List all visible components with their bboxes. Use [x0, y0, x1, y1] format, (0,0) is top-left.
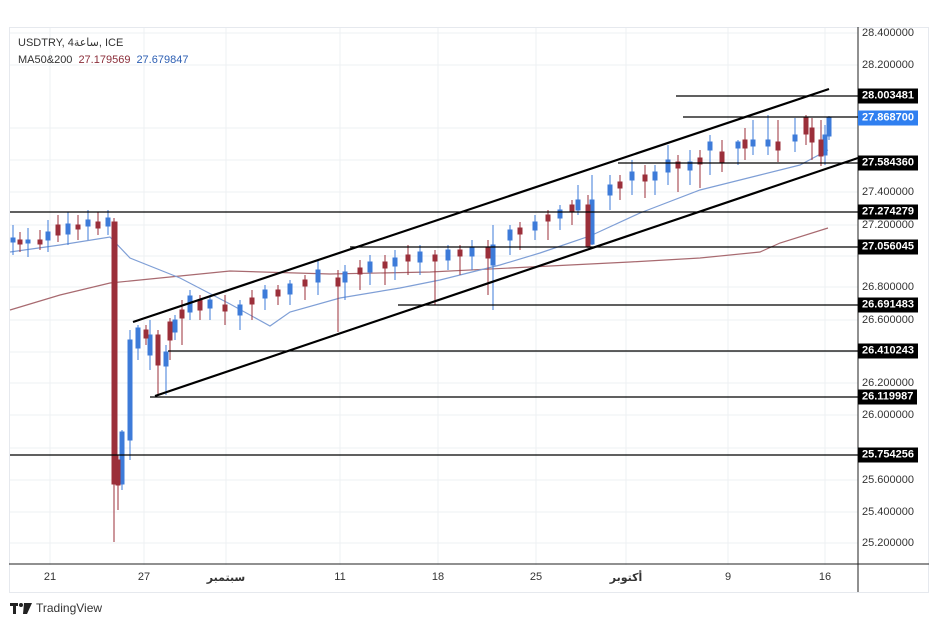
ma-legend-row: MA50&200 27.179569 27.679847 [18, 52, 188, 69]
channel-lower-trendline[interactable] [154, 156, 859, 398]
chart-frame[interactable] [9, 27, 929, 593]
grid-lines [10, 28, 858, 565]
level-tag: 28.003481 [858, 88, 918, 104]
time-tick-month: أكتوبر [609, 572, 643, 584]
price-tick: 28.200000 [862, 59, 914, 71]
price-tick: 25.600000 [862, 474, 914, 486]
price-tick: 26.000000 [862, 409, 914, 421]
time-tick-month: سبتمبر [206, 572, 246, 584]
price-tick: 26.600000 [862, 314, 914, 326]
ma50-value: 27.179569 [78, 54, 131, 66]
time-tick: 9 [724, 571, 732, 583]
symbol-title[interactable]: USDTRY, 4ساعة, ICE [18, 37, 124, 49]
tradingview-logo[interactable]: TradingView [10, 601, 102, 615]
level-tag: 26.691483 [858, 297, 918, 313]
price-tick: 25.200000 [862, 537, 914, 549]
level-tag: 26.410243 [858, 343, 918, 359]
current-price-tag: 27.868700 [858, 110, 918, 126]
level-tag: 25.754256 [858, 447, 918, 463]
time-tick: 11 [334, 571, 346, 583]
time-tick: 27 [137, 571, 151, 583]
price-tick: 26.200000 [862, 377, 914, 389]
ma50-line [9, 149, 829, 327]
chart-legend: USDTRY, 4ساعة, ICE MA50&200 27.179569 27.6… [18, 35, 188, 69]
price-tick: 26.800000 [862, 281, 914, 293]
time-tick: 25 [529, 571, 543, 583]
level-tag: 27.056045 [858, 239, 918, 255]
time-tick: 21 [43, 571, 57, 583]
price-tick: 28.400000 [862, 27, 914, 39]
level-tag: 26.119987 [858, 389, 918, 405]
horizontal-levels[interactable] [10, 95, 858, 456]
time-tick: 16 [818, 571, 832, 583]
ma-label: MA50&200 [18, 54, 73, 66]
ma200-line [9, 227, 829, 311]
level-tag: 27.584360 [858, 155, 918, 171]
price-tick: 25.400000 [862, 506, 914, 518]
channel-upper-trendline[interactable] [132, 87, 830, 324]
brand-name: TradingView [36, 601, 103, 615]
ma200-value: 27.679847 [136, 54, 189, 66]
time-tick: 18 [431, 571, 445, 583]
price-tick: 27.200000 [862, 219, 914, 231]
level-tag: 27.274279 [858, 204, 918, 220]
candles [10, 115, 832, 542]
tradingview-logo-icon [10, 602, 32, 614]
price-tick: 27.400000 [862, 186, 914, 198]
